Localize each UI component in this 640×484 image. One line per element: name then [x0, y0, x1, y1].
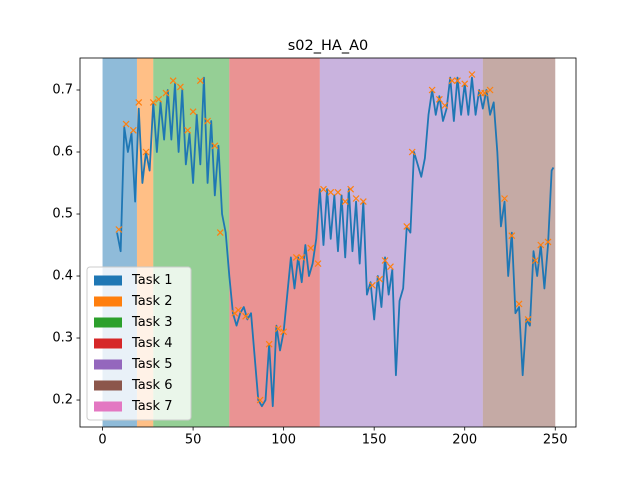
- peak-marker: [376, 275, 384, 283]
- peak-marker: [122, 120, 130, 128]
- peak-marker: [387, 263, 394, 271]
- peak-marker: [441, 102, 449, 109]
- legend-label: Task 7: [131, 399, 172, 414]
- x-tick-label: 150: [362, 433, 387, 448]
- peak-marker: [115, 226, 123, 233]
- y-tick-label: 0.6: [52, 145, 73, 160]
- legend-swatch: [94, 275, 122, 286]
- peak-marker: [461, 80, 469, 88]
- legend-swatch: [94, 317, 122, 328]
- peak-marker: [280, 328, 288, 336]
- peak-marker: [486, 86, 494, 94]
- peak-marker: [314, 260, 322, 268]
- peak-marker: [435, 95, 443, 103]
- peak-marker: [155, 95, 163, 103]
- peak-marker: [448, 77, 456, 85]
- legend-swatch: [94, 296, 122, 307]
- peak-marker: [234, 306, 242, 314]
- peak-marker: [204, 117, 212, 125]
- peak-marker: [196, 77, 204, 85]
- legend-swatch: [94, 338, 122, 349]
- peak-marker: [211, 142, 219, 150]
- peak-marker: [334, 188, 342, 196]
- peak-marker: [169, 77, 177, 85]
- legend-label: Task 5: [131, 357, 172, 372]
- x-tick-label: 0: [98, 433, 106, 448]
- peak-marker: [320, 185, 327, 193]
- x-tick-label: 200: [452, 433, 477, 448]
- peak-marker: [428, 86, 436, 94]
- peak-marker: [544, 238, 552, 246]
- legend-label: Task 6: [131, 378, 172, 393]
- peak-marker: [265, 340, 273, 348]
- peak-marker: [454, 77, 461, 85]
- y-tick-label: 0.7: [52, 82, 73, 97]
- peak-marker: [481, 89, 489, 97]
- legend-label: Task 1: [131, 273, 172, 288]
- y-tick-label: 0.2: [52, 393, 73, 408]
- x-tick-label: 250: [543, 433, 568, 448]
- legend-swatch: [94, 359, 122, 370]
- peak-marker: [531, 257, 539, 264]
- data-line: [116, 76, 555, 408]
- peak-marker: [292, 253, 300, 261]
- peak-marker: [216, 229, 224, 237]
- peak-marker: [256, 396, 264, 404]
- peak-marker: [403, 222, 411, 230]
- peak-marker: [149, 98, 157, 106]
- legend-label: Task 2: [131, 294, 172, 309]
- peak-marker: [408, 148, 416, 156]
- peak-marker: [515, 300, 523, 308]
- x-tick-label: 50: [185, 433, 202, 448]
- peak-marker: [347, 185, 355, 193]
- peak-marker: [537, 241, 545, 249]
- y-tick-label: 0.3: [52, 331, 73, 346]
- peak-marker: [381, 257, 389, 264]
- peak-marker: [508, 232, 516, 240]
- peak-marker: [162, 89, 170, 97]
- task-span: [319, 58, 483, 427]
- peak-marker: [352, 195, 360, 202]
- legend-label: Task 3: [131, 315, 172, 330]
- y-tick-label: 0.4: [52, 269, 73, 284]
- axes-frame: [79, 57, 577, 428]
- peak-marker: [368, 281, 376, 289]
- peak-marker: [468, 71, 476, 78]
- legend-swatch: [94, 401, 122, 412]
- peak-marker: [274, 325, 282, 333]
- y-tick-label: 0.5: [52, 207, 73, 222]
- x-tick-label: 100: [271, 433, 296, 448]
- legend: Task 1 Task 2 Task 3 Task 4 Task 5 Task 6 Task…: [86, 266, 192, 421]
- peak-marker: [189, 108, 197, 116]
- legend-swatch: [94, 380, 122, 391]
- peak-marker: [341, 198, 349, 206]
- peak-marker: [135, 98, 143, 106]
- peak-marker: [129, 126, 137, 134]
- peak-marker: [327, 188, 335, 196]
- peak-marker: [307, 244, 315, 252]
- peak-marker: [184, 126, 192, 134]
- peak-marker: [524, 315, 532, 323]
- peak-marker: [242, 312, 250, 320]
- chart-title: s02_HA_A0: [288, 38, 368, 54]
- legend-label: Task 4: [131, 336, 172, 351]
- peak-marker: [501, 195, 508, 202]
- peak-marker: [176, 83, 184, 91]
- peak-marker: [142, 148, 150, 156]
- peak-marker: [359, 198, 367, 206]
- peak-marker: [298, 253, 306, 261]
